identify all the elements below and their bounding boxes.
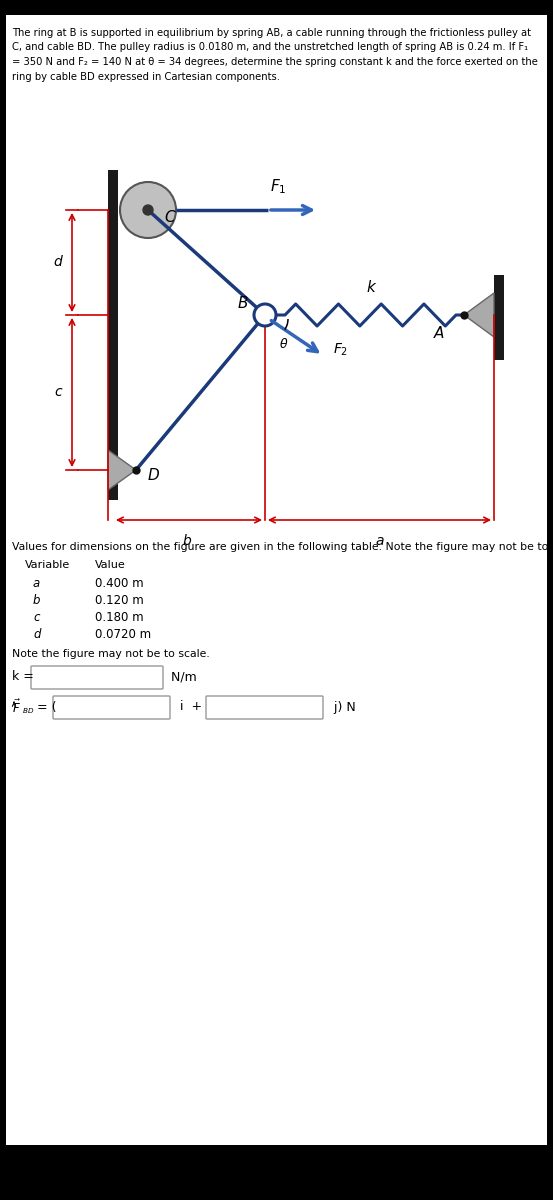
Circle shape	[120, 182, 176, 238]
Text: b: b	[33, 594, 40, 607]
Text: k =: k =	[12, 671, 34, 684]
Polygon shape	[464, 293, 494, 337]
Text: b: b	[182, 534, 191, 548]
Circle shape	[143, 205, 153, 215]
Text: B: B	[238, 296, 248, 311]
FancyBboxPatch shape	[206, 696, 323, 719]
Text: $F_2$: $F_2$	[333, 341, 348, 358]
Text: k: k	[366, 280, 375, 295]
Text: Variable: Variable	[25, 560, 70, 570]
FancyBboxPatch shape	[31, 666, 163, 689]
Text: = 350 N and F₂ = 140 N at θ = 34 degrees, determine the spring constant k and th: = 350 N and F₂ = 140 N at θ = 34 degrees…	[12, 56, 538, 67]
FancyBboxPatch shape	[53, 696, 170, 719]
Text: a: a	[33, 577, 40, 590]
Text: 0.0720 m: 0.0720 m	[95, 628, 151, 641]
Text: $F_1$: $F_1$	[270, 178, 286, 196]
Text: $\theta$: $\theta$	[279, 337, 289, 350]
Text: The ring at B is supported in equilibrium by spring AB, a cable running through : The ring at B is supported in equilibriu…	[12, 28, 531, 38]
Text: Values for dimensions on the figure are given in the following table. Note the f: Values for dimensions on the figure are …	[12, 542, 553, 552]
Text: Note the figure may not be to scale.: Note the figure may not be to scale.	[12, 649, 210, 659]
Bar	[108, 170, 118, 500]
Text: a: a	[375, 534, 384, 548]
Text: $\vec{F}$: $\vec{F}$	[12, 698, 21, 715]
Text: 0.120 m: 0.120 m	[95, 594, 144, 607]
Polygon shape	[108, 450, 136, 490]
Text: c: c	[54, 385, 62, 400]
Text: A: A	[434, 325, 444, 341]
Text: d: d	[33, 628, 40, 641]
Circle shape	[254, 304, 276, 326]
Text: $_{BD}$: $_{BD}$	[22, 706, 34, 716]
Text: ring by cable BD expressed in Cartesian components.: ring by cable BD expressed in Cartesian …	[12, 72, 280, 82]
Text: N/m: N/m	[167, 671, 197, 684]
Text: c: c	[33, 611, 39, 624]
Text: 0.180 m: 0.180 m	[95, 611, 144, 624]
Bar	[185, 1130, 368, 1140]
Text: d: d	[54, 256, 62, 270]
Text: = (: = (	[37, 701, 56, 714]
Text: D: D	[148, 468, 160, 484]
Text: i  +: i +	[172, 701, 202, 714]
Text: C, and cable BD. The pulley radius is 0.0180 m, and the unstretched length of sp: C, and cable BD. The pulley radius is 0.…	[12, 42, 528, 53]
Text: C: C	[164, 210, 175, 226]
Text: Value: Value	[95, 560, 126, 570]
Bar	[494, 275, 504, 360]
Text: j) N: j) N	[326, 701, 356, 714]
Text: 0.400 m: 0.400 m	[95, 577, 144, 590]
